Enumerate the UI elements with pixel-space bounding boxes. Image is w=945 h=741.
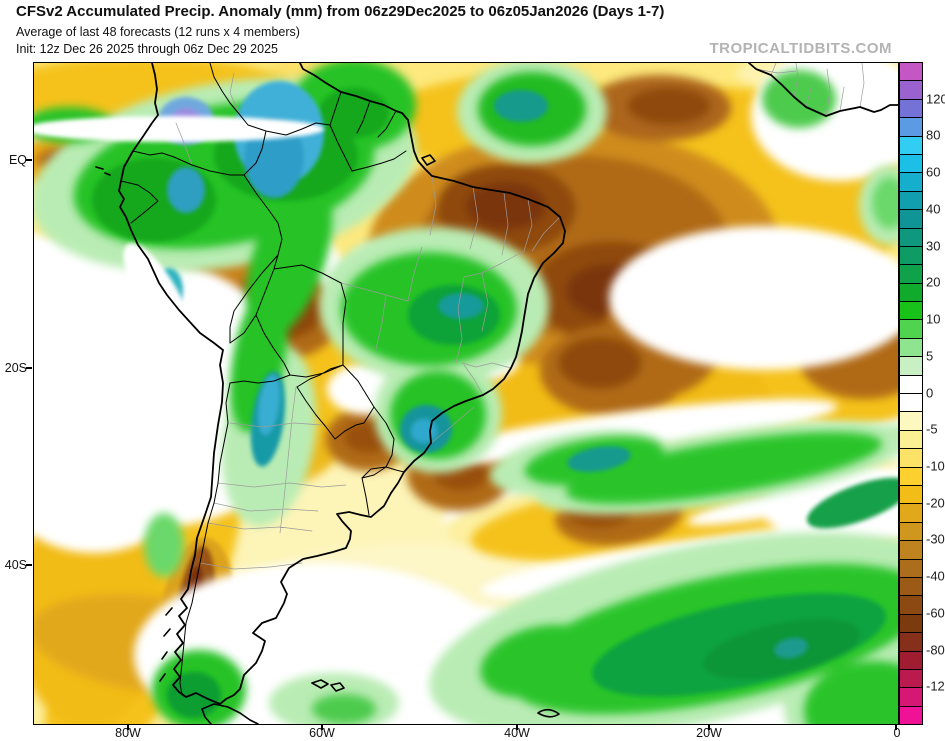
colorbar-tick-label: -30 <box>926 531 945 547</box>
colorbar-tick-label: 80 <box>926 127 941 143</box>
precip-anomaly-map <box>34 63 898 724</box>
colorbar-segment <box>900 429 922 449</box>
colorbar-segment <box>900 374 922 394</box>
lat-label-40s: 40S <box>4 558 27 572</box>
lat-tick-20s <box>26 367 32 369</box>
colorbar-segment <box>900 80 922 99</box>
colorbar-segment <box>900 521 922 541</box>
lon-tick-80w <box>127 724 129 730</box>
init-line: Init: 12z Dec 26 2025 through 06z Dec 29… <box>16 42 278 56</box>
colorbar-tick-label: 5 <box>926 348 934 364</box>
colorbar-segment <box>900 411 922 430</box>
colorbar-segment <box>900 540 922 559</box>
colorbar-segment <box>900 484 922 504</box>
colorbar-segment <box>900 319 922 338</box>
colorbar-tick-label: 10 <box>926 311 941 327</box>
colorbar-segment <box>900 705 922 725</box>
colorbar-segment <box>900 337 922 357</box>
colorbar-segment <box>900 393 922 412</box>
lon-label-40w: 40W <box>504 726 530 740</box>
colorbar-segment <box>900 466 922 485</box>
colorbar-segment <box>900 209 922 228</box>
page-subtitle: Average of last 48 forecasts (12 runs x … <box>16 25 300 39</box>
colorbar-segment <box>900 63 922 81</box>
colorbar-tick-label: 60 <box>926 164 941 180</box>
colorbar-segment <box>900 558 922 577</box>
lon-label-60w: 60W <box>309 726 335 740</box>
lat-label-eq: EQ <box>8 153 27 167</box>
colorbar-segment <box>900 356 922 375</box>
colorbar-tick-label: -60 <box>926 605 945 621</box>
colorbar-segment <box>900 595 922 614</box>
lon-tick-40w <box>516 724 518 730</box>
country-borders <box>120 63 407 696</box>
colorbar-segment <box>900 245 922 265</box>
colorbar-tick-label: 30 <box>926 238 941 254</box>
colorbar-segment <box>900 282 922 302</box>
colorbar-segment <box>900 613 922 633</box>
field-white-strips <box>34 116 324 353</box>
colorbar-segment <box>900 301 922 320</box>
colorbar-tick-label: -5 <box>926 421 938 437</box>
colorbar-segment <box>900 632 922 651</box>
tropicaltidbits-watermark: TROPICALTIDBITS.COM <box>709 40 892 57</box>
colorbar-segment <box>900 172 922 191</box>
state-borders <box>175 63 865 570</box>
colorbar-segment <box>900 668 922 688</box>
lon-label-20w: 20W <box>696 726 722 740</box>
colorbar-tick-label: -40 <box>926 568 945 584</box>
colorbar-swatches <box>899 62 923 725</box>
colorbar-segment <box>900 448 922 467</box>
colorbar-tick-label: -80 <box>926 642 945 658</box>
colorbar-segment <box>900 153 922 173</box>
lon-tick-0 <box>895 724 897 730</box>
colorbar-tick-label: 0 <box>926 385 934 400</box>
africa-coastline <box>748 63 898 117</box>
islands-coastline <box>95 154 560 724</box>
colorbar-segment <box>900 650 922 669</box>
colorbar-segment <box>900 227 922 246</box>
lat-label-20s: 20S <box>4 361 27 375</box>
colorbar-tick-label: 120 <box>926 91 945 107</box>
colorbar-segment <box>900 503 922 522</box>
lon-label-80w: 80W <box>115 726 141 740</box>
colorbar-segment <box>900 576 922 596</box>
colorbar-segment <box>900 264 922 283</box>
colorbar-tick-label: -120 <box>926 678 945 694</box>
page-title: CFSv2 Accumulated Precip. Anomaly (mm) f… <box>16 3 665 20</box>
colorbar-tick-label: 40 <box>926 201 941 217</box>
lat-tick-40s <box>26 564 32 566</box>
map-frame <box>33 62 899 725</box>
colorbar-segment <box>900 687 922 706</box>
colorbar-segment <box>900 117 922 136</box>
colorbar-segment <box>900 98 922 118</box>
colorbar-segment <box>900 135 922 154</box>
colorbar-tick-label: -20 <box>926 495 945 511</box>
lon-tick-20w <box>708 724 710 730</box>
colorbar-tick-label: -10 <box>926 458 945 474</box>
coastline-layer <box>95 63 898 724</box>
lon-label-0: 0 <box>893 726 901 740</box>
lat-tick-eq <box>26 159 32 161</box>
colorbar-tick-label: 20 <box>926 274 941 290</box>
colorbar-segment <box>900 190 922 210</box>
lon-tick-60w <box>321 724 323 730</box>
south-america-coastline <box>118 63 566 705</box>
colorbar-labels: 120 80 60 40 30 20 10 5 0 -5 -10 -20 -30 -40 -60 -80 -12… <box>926 62 945 723</box>
